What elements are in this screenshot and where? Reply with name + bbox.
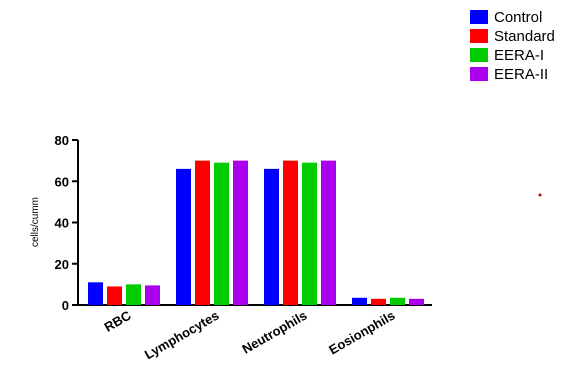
- bar-standard-eosionphils: [371, 298, 386, 305]
- bar-eera-ii-lymphocytes: [233, 160, 248, 305]
- bars: [88, 160, 424, 305]
- bar-eera-ii-eosionphils: [409, 298, 424, 305]
- legend-label: Control: [494, 9, 542, 26]
- bar-standard-lymphocytes: [195, 160, 210, 305]
- legend-label: EERA-II: [494, 66, 548, 83]
- y-axis: 0 20 40 60 80: [55, 133, 79, 313]
- legend-swatch: [470, 29, 488, 43]
- bar-eera-i-rbc: [126, 284, 141, 305]
- bar-control-neutrophils: [264, 168, 279, 305]
- bar-standard-rbc: [107, 286, 122, 305]
- legend: Control Standard EERA-I EERA-II: [470, 9, 555, 83]
- x-tick-label: Lymphocytes: [142, 308, 222, 363]
- x-tick-label: RBC: [102, 307, 134, 334]
- y-tick-label: 60: [55, 174, 69, 189]
- legend-swatch: [470, 67, 488, 81]
- stray-mark: [538, 193, 542, 197]
- bar-control-eosionphils: [352, 297, 367, 305]
- y-tick-label: 0: [62, 298, 69, 313]
- y-tick-label: 40: [55, 216, 69, 231]
- bar-standard-neutrophils: [283, 160, 298, 305]
- bar-eera-i-neutrophils: [302, 162, 317, 305]
- bar-control-rbc: [88, 282, 103, 305]
- bar-eera-i-lymphocytes: [214, 162, 229, 305]
- y-tick-label: 20: [55, 257, 69, 272]
- legend-swatch: [470, 48, 488, 62]
- x-tick-label: Neutrophils: [239, 308, 309, 357]
- legend-label: EERA-I: [494, 47, 544, 64]
- bar-eera-ii-rbc: [145, 285, 160, 305]
- bar-control-lymphocytes: [176, 168, 191, 305]
- bar-eera-ii-neutrophils: [321, 160, 336, 305]
- y-axis-label: cells/cumm: [30, 197, 41, 247]
- bar-eera-i-eosionphils: [390, 297, 405, 305]
- x-axis: RBC Lymphocytes Neutrophils Eosionphils: [78, 304, 432, 363]
- x-tick-label: Eosionphils: [326, 308, 397, 358]
- legend-label: Standard: [494, 28, 555, 45]
- legend-swatch: [470, 10, 488, 24]
- y-tick-label: 80: [55, 133, 69, 148]
